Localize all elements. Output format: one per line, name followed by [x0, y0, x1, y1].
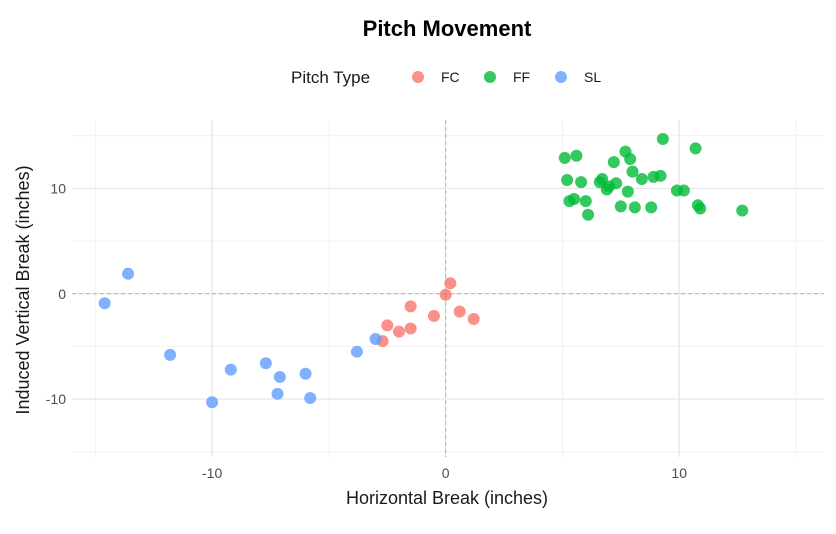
data-point-ff [579, 195, 592, 208]
data-point-ff [626, 165, 639, 178]
data-point-fc [404, 322, 417, 335]
x-tick-label: -10 [202, 465, 222, 481]
data-point-fc [381, 319, 394, 332]
data-point-fc [453, 305, 466, 318]
y-tick-label: 10 [50, 180, 66, 196]
data-point-sl [224, 363, 237, 376]
data-point-ff [561, 174, 574, 187]
data-point-fc [427, 309, 440, 322]
data-point-fc [392, 325, 405, 338]
data-point-fc [404, 300, 417, 313]
legend-key-ff [484, 71, 496, 83]
legend-label-ff: FF [513, 69, 530, 85]
data-point-sl [122, 267, 135, 280]
x-tick-label: 0 [442, 465, 450, 481]
data-point-fc [444, 277, 457, 290]
data-point-ff [575, 176, 588, 189]
legend: Pitch Type FC FF SL [291, 68, 601, 87]
data-point-ff [694, 202, 707, 215]
data-point-sl [206, 396, 219, 409]
data-point-ff [624, 152, 637, 165]
data-point-sl [273, 370, 286, 383]
data-point-sl [304, 392, 317, 405]
data-point-ff [582, 208, 595, 221]
y-tick-label: -10 [46, 391, 66, 407]
x-axis-title: Horizontal Break (inches) [346, 488, 548, 508]
chart-title: Pitch Movement [363, 16, 532, 41]
data-point-ff [568, 192, 581, 205]
data-point-ff [621, 185, 634, 198]
data-point-sl [369, 333, 382, 346]
data-point-ff [736, 204, 749, 217]
data-point-sl [259, 357, 272, 370]
data-point-ff [654, 169, 667, 182]
data-point-ff [677, 184, 690, 197]
data-point-ff [570, 149, 583, 162]
legend-key-fc [412, 71, 424, 83]
data-point-ff [628, 201, 641, 214]
data-point-ff [614, 200, 627, 213]
data-point-sl [271, 387, 284, 400]
y-axis-title: Induced Vertical Break (inches) [13, 165, 33, 414]
legend-key-sl [555, 71, 567, 83]
legend-title: Pitch Type [291, 68, 370, 87]
tick-labels: -10 0 10 -10 0 10 [46, 180, 687, 481]
data-point-sl [98, 297, 111, 310]
data-point-sl [164, 348, 177, 361]
data-point-ff [610, 177, 623, 190]
data-point-sl [350, 345, 363, 358]
data-point-fc [467, 313, 480, 326]
data-point-ff [689, 142, 702, 155]
data-point-sl [299, 367, 312, 380]
y-tick-label: 0 [58, 286, 66, 302]
data-point-ff [656, 132, 669, 145]
data-point-ff [558, 151, 571, 164]
data-point-ff [635, 172, 648, 185]
legend-label-fc: FC [441, 69, 460, 85]
data-point-ff [645, 201, 658, 214]
data-points [98, 132, 749, 409]
data-point-ff [607, 156, 620, 169]
legend-label-sl: SL [584, 69, 601, 85]
x-tick-label: 10 [671, 465, 687, 481]
reference-lines [72, 120, 824, 457]
minor-gridlines [72, 120, 824, 457]
data-point-fc [439, 288, 452, 301]
